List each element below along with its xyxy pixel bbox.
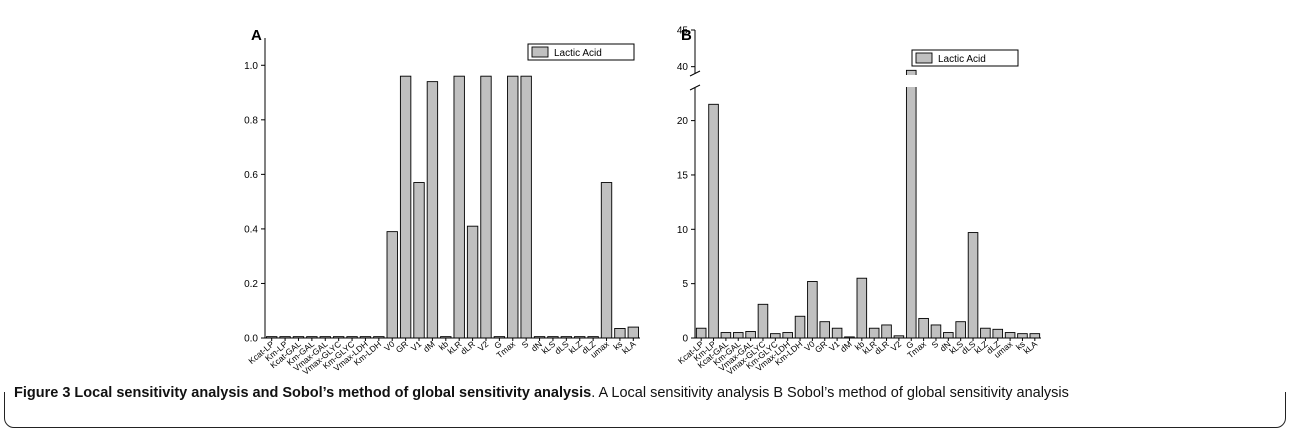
axis-break-mark (689, 70, 701, 77)
y-tick-label: 0.0 (244, 334, 258, 345)
axis-break-mark (689, 84, 701, 91)
bar-ks (614, 328, 626, 339)
y-tick-label: 20 (677, 116, 689, 127)
bar-dLZ (992, 328, 1004, 339)
bar-kLR (453, 75, 465, 339)
bar-Kcat-LP (695, 327, 707, 339)
bar-Km-GAL (732, 332, 744, 339)
y-tick-label: 1.0 (244, 61, 258, 72)
x-tick-label: dM (838, 339, 853, 354)
bar-umax (1004, 332, 1016, 339)
bar-V0 (386, 231, 398, 339)
bar-GR (819, 321, 831, 339)
x-tick-label: kLA (1021, 339, 1039, 356)
y-tick-label: 0.4 (244, 224, 258, 235)
bar-V1 (831, 327, 843, 339)
figure-caption: Figure 3 Local sensitivity analysis and … (14, 384, 1276, 403)
bar-Kcat-GAL (720, 332, 732, 339)
bar-Km-LP (708, 103, 719, 339)
legend-swatch (915, 52, 933, 64)
bar-dLS (967, 232, 979, 339)
x-tick-label: V2 (889, 339, 904, 354)
bar-V2 (480, 75, 492, 339)
bar-dLR (466, 225, 479, 339)
bar-dN (943, 332, 954, 339)
x-tick-label: S (520, 339, 531, 351)
x-tick-label: dLR (872, 339, 890, 357)
bar-V1 (413, 182, 425, 339)
bar-S (520, 75, 532, 339)
y-tick-label: 0.2 (244, 279, 258, 290)
y-tick-label: 0.8 (244, 115, 258, 126)
legend-label: Lactic Acid (554, 48, 602, 59)
bar-Km-LDH (794, 315, 806, 339)
bar-Vmax-GLYC (757, 303, 769, 339)
caption-text: . A Local sensitivity analysis B Sobol’s… (591, 385, 1069, 401)
y-tick-label: 45 (677, 26, 689, 37)
y-tick-label: 40 (677, 62, 689, 73)
x-tick-label: G (904, 339, 916, 351)
bar-Tmax (918, 317, 929, 339)
bar-G (905, 69, 917, 339)
x-tick-label: kLA (620, 339, 638, 356)
y-tick-label: 0.6 (244, 170, 258, 181)
bar-umax (600, 182, 613, 339)
x-tick-label: V2 (476, 339, 491, 354)
caption-title: Figure 3 Local sensitivity analysis and … (14, 385, 592, 401)
y-tick-label: 5 (682, 279, 688, 290)
bar-kb (856, 277, 868, 339)
legend-box (527, 43, 635, 61)
bar-V0 (807, 281, 818, 339)
bar-dLR (881, 324, 892, 339)
bar-kLR (868, 327, 880, 339)
figure-panels: A 0.0 0.2 0.4 0.6 0.8 1.0 Kcat-LP Km-LP Kcat-GAL K… (244, 25, 1041, 377)
y-tick-label: 10 (677, 225, 689, 236)
panel-label: B (681, 27, 692, 44)
x-tick-label: dLR (459, 339, 477, 357)
y-tick-label: 15 (677, 170, 689, 181)
y-tick-label: 0 (682, 334, 688, 345)
bar-break-gap (905, 75, 918, 87)
x-tick-label: GR (813, 339, 829, 355)
bar-kLS (955, 321, 966, 339)
chart-b: B051015204045Kcat-LPKm-LPKcat-GALKm-GALV… (676, 26, 1041, 377)
x-tick-label: GR (394, 339, 410, 355)
bar-ks (1017, 333, 1028, 339)
legend-swatch (531, 46, 549, 58)
bar-dM (426, 81, 439, 339)
bar-Vmax-LDH (782, 332, 793, 339)
panel-label: A (251, 27, 262, 44)
x-tick-label: S (929, 339, 940, 351)
bar-kLA (1029, 333, 1041, 339)
x-tick-label: G (492, 339, 504, 351)
legend-label: Lactic Acid (938, 54, 986, 65)
legend-box (911, 49, 1019, 67)
bar-kLZ (980, 327, 991, 339)
bar-Vmax-GAL (745, 331, 756, 339)
bar-GR (399, 75, 412, 339)
chart-a: A0.00.20.40.60.81.0Kcat-LPKm-LPKcat-GALK… (244, 27, 640, 377)
bar-S (930, 324, 942, 339)
x-tick-label: dM (421, 339, 436, 354)
bar-Tmax (507, 75, 519, 339)
bar-kLA (627, 326, 639, 339)
bar-Km-GLYC (770, 333, 781, 339)
